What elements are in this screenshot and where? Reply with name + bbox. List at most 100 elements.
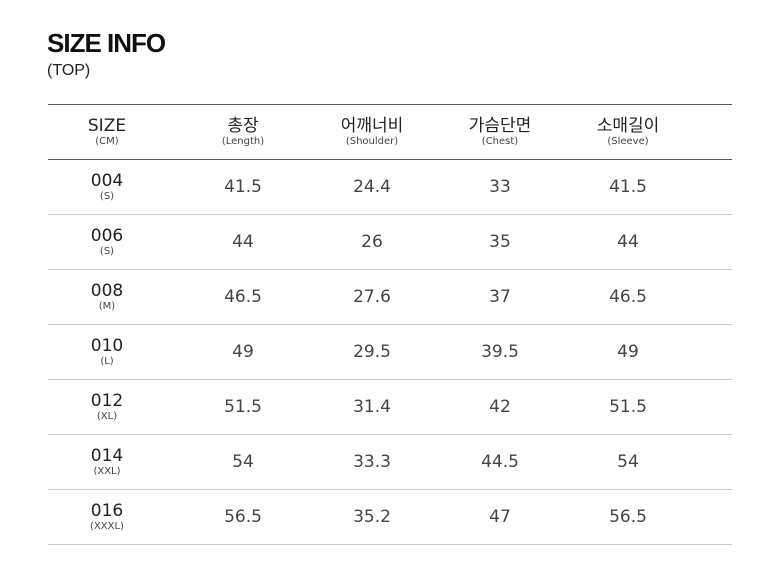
table-row: 014 (XXL) 54 33.3 44.5 54 xyxy=(48,434,732,490)
spacer-cell xyxy=(680,379,732,435)
header-sublabel: (CM) xyxy=(95,135,119,147)
measurement-cell: 26 xyxy=(320,214,424,270)
size-label: (XXL) xyxy=(93,465,121,477)
size-label: (L) xyxy=(100,355,114,367)
measurement-value: 49 xyxy=(617,342,639,362)
header-label: 어깨너비 xyxy=(340,115,404,136)
measurement-cell: 54 xyxy=(576,434,680,490)
measurement-value: 44.5 xyxy=(481,452,519,472)
measurement-cell: 49 xyxy=(166,324,320,380)
measurement-cell: 35 xyxy=(424,214,576,270)
size-cell: 010 (L) xyxy=(48,324,166,380)
size-label: (S) xyxy=(99,245,115,257)
page-title: SIZE INFO xyxy=(47,28,166,58)
measurement-value: 27.6 xyxy=(353,287,391,307)
measurement-cell: 31.4 xyxy=(320,379,424,435)
measurement-cell: 35.2 xyxy=(320,489,424,545)
measurement-value: 47 xyxy=(489,507,511,527)
measurement-cell: 47 xyxy=(424,489,576,545)
size-cell: 004 (S) xyxy=(48,159,166,215)
header-sublabel: (Shoulder) xyxy=(345,135,399,147)
spacer-cell xyxy=(680,269,732,325)
header-sublabel: (Length) xyxy=(221,135,265,147)
measurement-value: 46.5 xyxy=(224,287,262,307)
measurement-value: 44 xyxy=(232,232,254,252)
measurement-value: 51.5 xyxy=(609,397,647,417)
page-subtitle: (TOP) xyxy=(47,62,91,79)
size-label: (XXXL) xyxy=(90,520,124,532)
measurement-value: 37 xyxy=(489,287,511,307)
table-row: 016 (XXXL) 56.5 35.2 47 56.5 xyxy=(48,489,732,545)
size-code: 006 xyxy=(90,225,124,246)
measurement-value: 33 xyxy=(489,177,511,197)
size-code: 012 xyxy=(90,390,124,411)
measurement-cell: 46.5 xyxy=(576,269,680,325)
measurement-value: 54 xyxy=(617,452,639,472)
measurement-cell: 24.4 xyxy=(320,159,424,215)
size-label: (XL) xyxy=(96,410,118,422)
size-label: (S) xyxy=(99,190,115,202)
size-label: (M) xyxy=(98,300,116,312)
measurement-value: 56.5 xyxy=(224,507,262,527)
measurement-cell: 51.5 xyxy=(166,379,320,435)
header-sublabel: (Sleeve) xyxy=(607,135,649,147)
spacer-cell xyxy=(680,489,732,545)
measurement-cell: 41.5 xyxy=(576,159,680,215)
header-label: 소매길이 xyxy=(596,115,660,136)
size-code: 004 xyxy=(90,170,124,191)
size-cell: 006 (S) xyxy=(48,214,166,270)
measurement-value: 35.2 xyxy=(353,507,391,527)
measurement-value: 41.5 xyxy=(224,177,262,197)
measurement-value: 35 xyxy=(489,232,511,252)
header-label: 총장 xyxy=(227,115,259,136)
measurement-cell: 39.5 xyxy=(424,324,576,380)
measurement-cell: 44 xyxy=(166,214,320,270)
measurement-cell: 54 xyxy=(166,434,320,490)
measurement-value: 42 xyxy=(489,397,511,417)
header-label: 가슴단면 xyxy=(468,115,532,136)
measurement-value: 46.5 xyxy=(609,287,647,307)
size-cell: 016 (XXXL) xyxy=(48,489,166,545)
measurement-cell: 46.5 xyxy=(166,269,320,325)
column-header: 소매길이 (Sleeve) xyxy=(576,104,680,160)
measurement-cell: 29.5 xyxy=(320,324,424,380)
table-row: 004 (S) 41.5 24.4 33 41.5 xyxy=(48,159,732,215)
measurement-cell: 37 xyxy=(424,269,576,325)
measurement-value: 31.4 xyxy=(353,397,391,417)
size-table: SIZE (CM) 총장 (Length) 어깨너비 (Shoulder) 가슴단면 (Che… xyxy=(48,104,732,545)
size-code: 016 xyxy=(90,500,124,521)
spacer-cell xyxy=(680,214,732,270)
measurement-cell: 33 xyxy=(424,159,576,215)
measurement-value: 49 xyxy=(232,342,254,362)
spacer-cell xyxy=(680,104,732,160)
measurement-value: 56.5 xyxy=(609,507,647,527)
measurement-value: 26 xyxy=(361,232,383,252)
column-header: 어깨너비 (Shoulder) xyxy=(320,104,424,160)
header-label: SIZE xyxy=(87,115,127,136)
spacer-cell xyxy=(680,324,732,380)
measurement-value: 29.5 xyxy=(353,342,391,362)
measurement-cell: 49 xyxy=(576,324,680,380)
table-row: 012 (XL) 51.5 31.4 42 51.5 xyxy=(48,379,732,435)
measurement-cell: 27.6 xyxy=(320,269,424,325)
measurement-value: 44 xyxy=(617,232,639,252)
table-row: 008 (M) 46.5 27.6 37 46.5 xyxy=(48,269,732,325)
measurement-cell: 41.5 xyxy=(166,159,320,215)
measurement-value: 39.5 xyxy=(481,342,519,362)
table-row: 006 (S) 44 26 35 44 xyxy=(48,214,732,270)
measurement-cell: 42 xyxy=(424,379,576,435)
column-header: SIZE (CM) xyxy=(48,104,166,160)
header-sublabel: (Chest) xyxy=(481,135,519,147)
measurement-cell: 56.5 xyxy=(576,489,680,545)
spacer-cell xyxy=(680,159,732,215)
measurement-value: 24.4 xyxy=(353,177,391,197)
column-header: 가슴단면 (Chest) xyxy=(424,104,576,160)
measurement-value: 51.5 xyxy=(224,397,262,417)
spacer-cell xyxy=(680,434,732,490)
measurement-cell: 56.5 xyxy=(166,489,320,545)
size-code: 008 xyxy=(90,280,124,301)
measurement-cell: 44 xyxy=(576,214,680,270)
size-cell: 008 (M) xyxy=(48,269,166,325)
size-code: 010 xyxy=(90,335,124,356)
measurement-value: 54 xyxy=(232,452,254,472)
